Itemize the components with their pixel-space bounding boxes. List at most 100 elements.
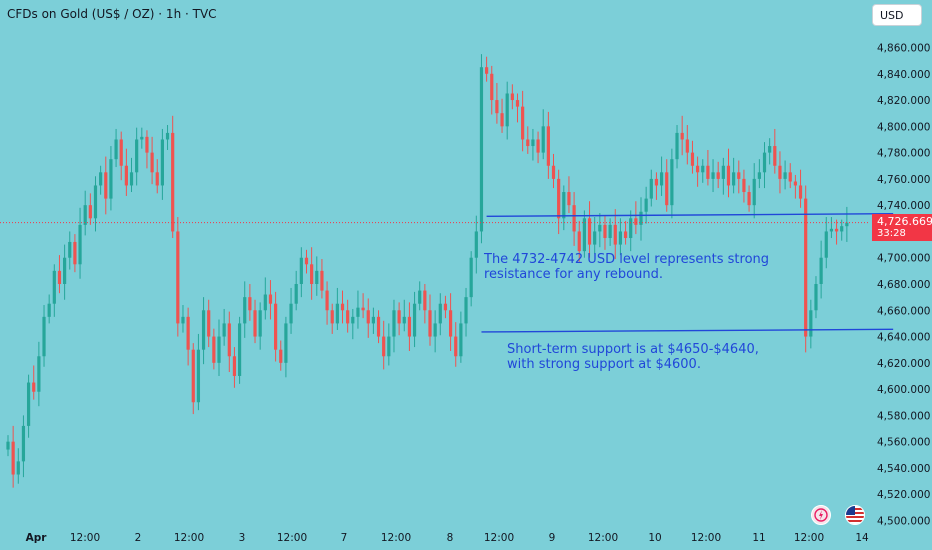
candle-body[interactable] (608, 224, 612, 239)
candle-body[interactable] (788, 172, 792, 182)
candle-body[interactable] (536, 139, 540, 153)
candle-body[interactable] (140, 136, 144, 140)
candle-body[interactable] (93, 185, 98, 219)
candle-body[interactable] (284, 323, 288, 363)
candle-body[interactable] (819, 257, 823, 284)
candle-body[interactable] (515, 100, 520, 107)
us-flag-icon[interactable] (845, 505, 865, 525)
candle-body[interactable] (217, 336, 221, 363)
candle-body[interactable] (783, 172, 787, 179)
candle-body[interactable] (706, 165, 710, 179)
candle-body[interactable] (485, 67, 489, 74)
candle-body[interactable] (804, 198, 808, 337)
candle-body[interactable] (222, 323, 226, 337)
candle-body[interactable] (685, 139, 689, 153)
candle-body[interactable] (557, 178, 561, 219)
candle-body[interactable] (268, 294, 273, 304)
candle-body[interactable] (443, 303, 448, 311)
candle-body[interactable] (721, 165, 725, 179)
candle-body[interactable] (376, 316, 381, 337)
candle-body[interactable] (181, 316, 185, 324)
candle-body[interactable] (109, 159, 113, 199)
candle-body[interactable] (829, 228, 834, 232)
candle-body[interactable] (531, 139, 535, 147)
candle-body[interactable] (16, 461, 20, 475)
candle-body[interactable] (160, 139, 164, 186)
candle-body[interactable] (613, 224, 617, 245)
candle-body[interactable] (114, 139, 118, 160)
candle-body[interactable] (99, 172, 103, 186)
candle-body[interactable] (263, 294, 267, 311)
candle-body[interactable] (582, 218, 586, 252)
candle-body[interactable] (696, 165, 700, 173)
candle-body[interactable] (675, 132, 679, 160)
candle-body[interactable] (711, 172, 715, 179)
resistance-line[interactable] (486, 213, 894, 218)
candle-body[interactable] (742, 178, 746, 193)
candle-body[interactable] (505, 93, 509, 127)
candle-body[interactable] (757, 172, 761, 179)
candle-body[interactable] (32, 382, 36, 392)
candle-body[interactable] (52, 270, 56, 304)
candle-body[interactable] (716, 172, 720, 179)
candle-body[interactable] (57, 270, 62, 284)
candle-body[interactable] (423, 290, 427, 311)
candle-body[interactable] (490, 73, 494, 101)
candle-body[interactable] (232, 356, 237, 376)
candle-body[interactable] (526, 139, 530, 147)
candle-body[interactable] (448, 310, 453, 337)
candle-body[interactable] (397, 310, 401, 324)
candle-body[interactable] (207, 310, 211, 337)
candle-body[interactable] (26, 382, 31, 426)
candle-body[interactable] (768, 146, 772, 153)
candle-body[interactable] (474, 231, 478, 258)
candle-body[interactable] (464, 297, 468, 324)
candle-body[interactable] (42, 316, 46, 357)
candle-body[interactable] (747, 192, 751, 206)
candle-body[interactable] (598, 224, 602, 232)
candle-body[interactable] (762, 152, 767, 173)
candle-body[interactable] (834, 228, 839, 232)
candle-body[interactable] (6, 441, 10, 450)
candle-body[interactable] (567, 192, 571, 206)
candle-body[interactable] (551, 165, 556, 179)
candle-body[interactable] (840, 226, 844, 232)
candle-body[interactable] (129, 172, 134, 186)
currency-button[interactable]: USD (872, 4, 922, 26)
candle-body[interactable] (243, 297, 247, 324)
candle-body[interactable] (83, 205, 87, 225)
candle-body[interactable] (227, 323, 231, 357)
candle-body[interactable] (603, 224, 607, 239)
candle-body[interactable] (237, 323, 242, 376)
candle-body[interactable] (196, 349, 201, 403)
flash-icon[interactable] (811, 505, 831, 525)
candle-body[interactable] (258, 310, 262, 337)
candle-body[interactable] (371, 316, 375, 324)
candle-body[interactable] (809, 310, 813, 337)
candle-body[interactable] (428, 310, 432, 337)
candle-body[interactable] (310, 264, 314, 284)
candle-body[interactable] (47, 303, 51, 317)
candle-body[interactable] (274, 303, 278, 350)
candle-body[interactable] (104, 172, 108, 199)
candle-body[interactable] (680, 132, 684, 140)
candle-body[interactable] (773, 146, 777, 166)
candle-body[interactable] (191, 349, 195, 403)
candle-body[interactable] (63, 257, 67, 284)
candle-body[interactable] (68, 241, 72, 258)
candle-body[interactable] (356, 307, 360, 317)
candle-body[interactable] (418, 290, 422, 304)
candle-body[interactable] (124, 165, 128, 186)
candle-body[interactable] (670, 159, 674, 206)
candle-body[interactable] (171, 132, 175, 232)
candle-body[interactable] (150, 152, 154, 173)
candle-body[interactable] (752, 178, 756, 206)
candle-body[interactable] (21, 425, 26, 462)
candle-body[interactable] (407, 316, 412, 337)
candle-body[interactable] (845, 222, 849, 227)
candle-body[interactable] (325, 290, 329, 311)
candle-body[interactable] (201, 310, 206, 350)
candle-body[interactable] (135, 139, 139, 173)
candle-body[interactable] (495, 100, 499, 114)
